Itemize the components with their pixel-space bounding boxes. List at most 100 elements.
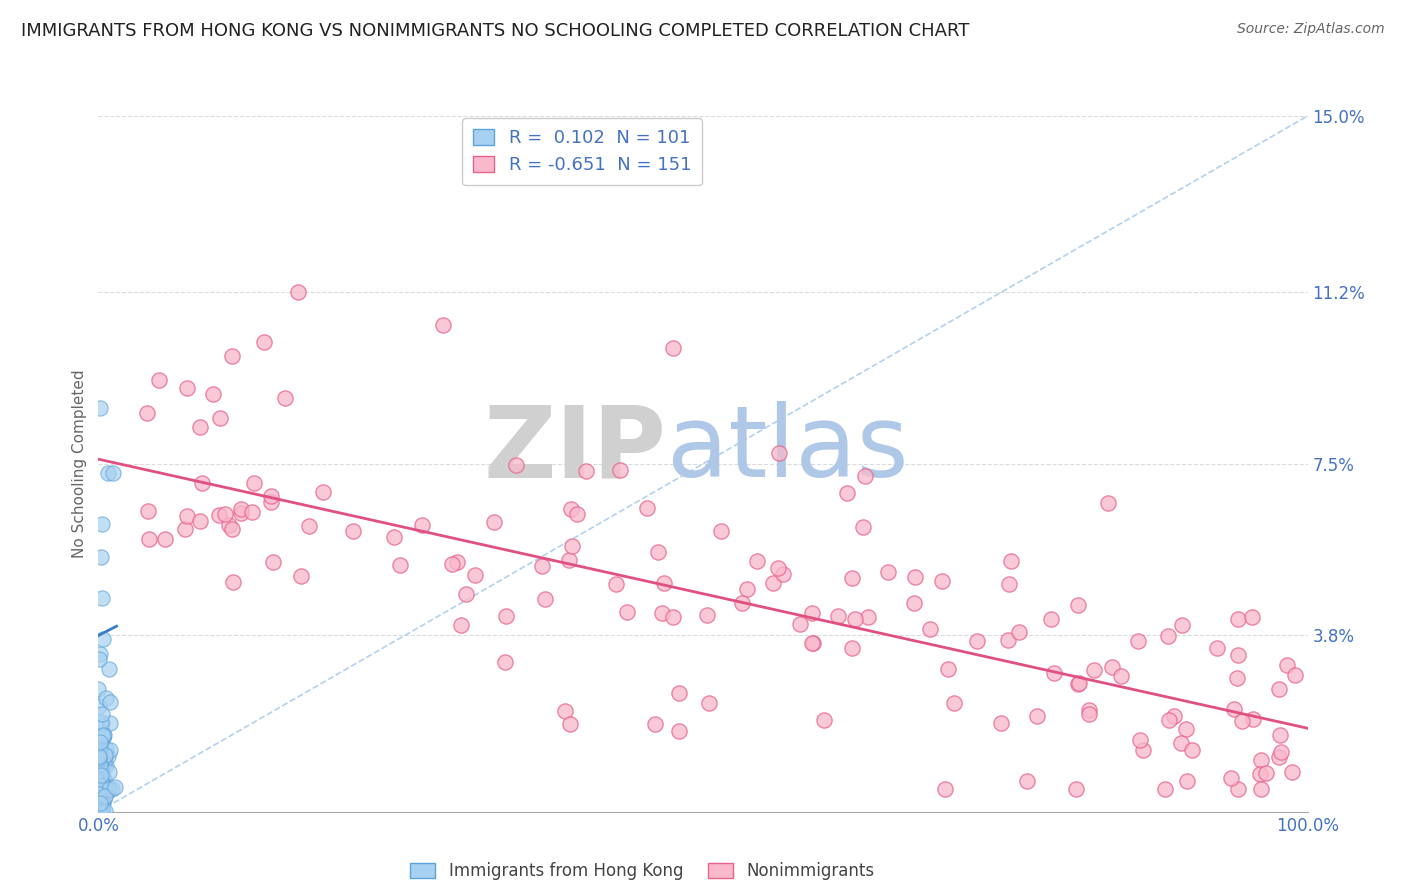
Point [87,771,110,785]
Point [89,791,111,805]
Point [89,804,111,818]
Point [90,803,112,817]
Point [1249,767,1271,781]
Point [89,739,111,753]
Point [90,773,112,788]
Point [94,804,117,818]
Point [87,778,110,792]
Point [558,716,581,731]
Point [852,519,875,533]
Point [1227,648,1250,663]
Point [560,502,582,516]
Point [89,791,111,805]
Point [93,784,115,798]
Point [441,558,464,572]
Point [91,731,114,745]
Point [482,515,505,529]
Point [605,577,627,591]
Point [298,519,321,533]
Point [853,468,876,483]
Point [647,545,669,559]
Point [89,759,111,773]
Point [89,796,111,810]
Point [91,748,114,763]
Point [209,410,232,425]
Point [91,792,114,806]
Point [652,576,675,591]
Point [382,530,405,544]
Point [89,760,111,774]
Point [89,764,111,778]
Point [138,533,160,547]
Point [662,609,685,624]
Point [87,804,110,818]
Point [94,691,117,706]
Point [89,782,111,797]
Point [91,707,114,722]
Point [89,789,111,803]
Point [768,445,790,459]
Point [1226,781,1249,796]
Point [87,757,110,772]
Point [943,696,966,710]
Point [1077,703,1099,717]
Point [173,522,195,536]
Point [98,742,121,756]
Point [100,715,122,730]
Point [87,652,110,666]
Point [565,507,588,521]
Point [312,484,335,499]
Point [96,758,118,772]
Point [87,803,110,817]
Point [240,505,263,519]
Point [1170,736,1192,750]
Point [87,787,110,801]
Point [1240,609,1263,624]
Point [94,748,117,763]
Point [87,799,110,814]
Point [342,524,364,539]
Point [903,595,925,609]
Y-axis label: No Schooling Completed: No Schooling Completed [72,369,87,558]
Point [87,682,110,697]
Point [1277,657,1299,672]
Point [89,745,111,759]
Point [90,591,112,605]
Point [827,609,849,624]
Point [96,786,118,800]
Point [260,489,283,503]
Point [616,606,638,620]
Point [87,749,110,764]
Point [772,566,794,581]
Point [661,341,683,355]
Point [94,787,117,801]
Point [1226,612,1249,626]
Point [800,606,823,620]
Point [446,555,468,569]
Point [731,596,754,610]
Point [262,555,284,569]
Point [561,539,583,553]
Text: Source: ZipAtlas.com: Source: ZipAtlas.com [1237,22,1385,37]
Point [89,401,111,416]
Point [253,334,276,349]
Point [1154,781,1177,796]
Point [1163,709,1185,723]
Point [1109,668,1132,682]
Point [1017,773,1039,788]
Point [1129,733,1152,747]
Point [1206,640,1229,655]
Text: IMMIGRANTS FROM HONG KONG VS NONIMMIGRANTS NO SCHOOLING COMPLETED CORRELATION CH: IMMIGRANTS FROM HONG KONG VS NONIMMIGRAN… [21,22,970,40]
Point [1254,765,1277,780]
Point [1159,713,1181,727]
Point [90,750,112,764]
Point [696,607,718,622]
Point [155,532,177,546]
Point [101,466,124,480]
Point [841,571,863,585]
Point [89,796,111,810]
Point [94,742,117,756]
Point [98,695,121,709]
Point [801,636,824,650]
Point [273,391,295,405]
